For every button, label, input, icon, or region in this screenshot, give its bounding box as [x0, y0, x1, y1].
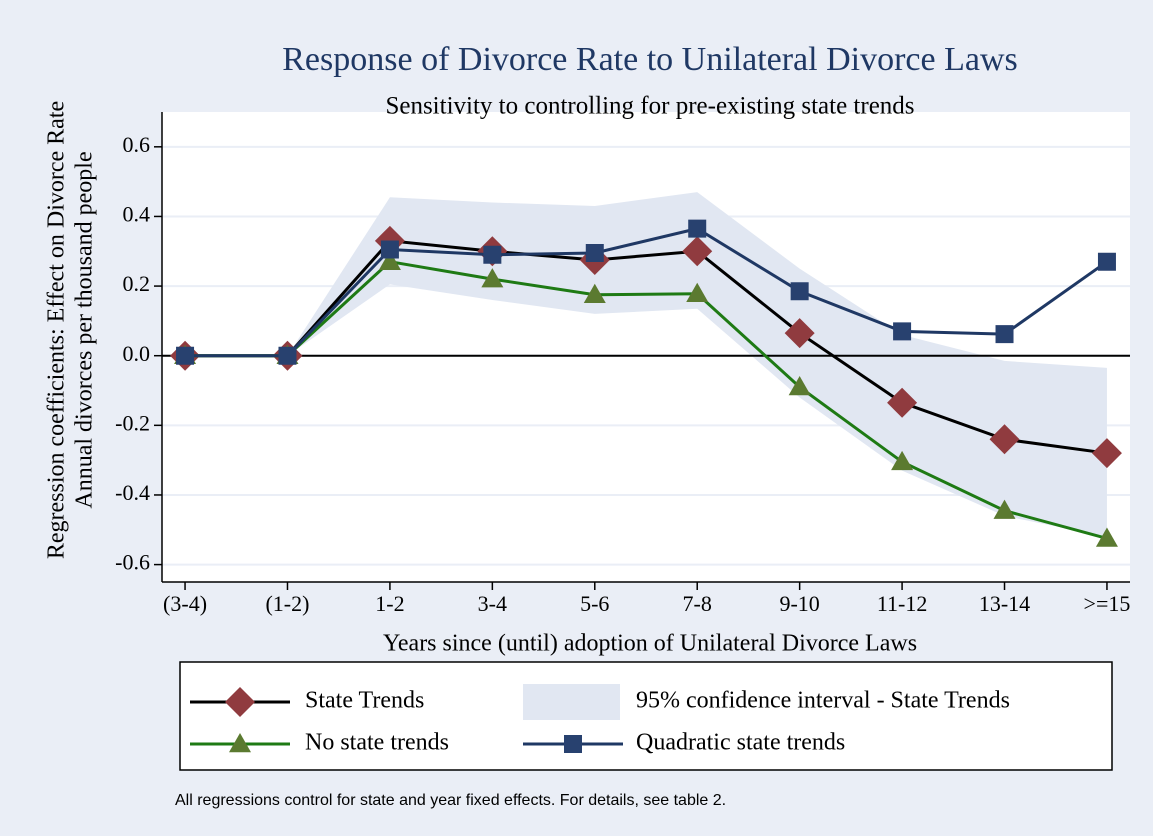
triangle-marker: [378, 250, 401, 270]
y-tick-label: -0.2: [115, 410, 150, 435]
square-marker: [688, 219, 707, 238]
square-marker: [1097, 252, 1116, 271]
y-axis-label: Regression coefficients: Effect on Divor…: [44, 101, 70, 559]
chart-subtitle: Sensitivity to controlling for pre-exist…: [385, 93, 914, 120]
square-marker: [380, 240, 399, 259]
legend-label: 95% confidence interval - State Trends: [636, 688, 1010, 714]
triangle-marker: [891, 450, 914, 471]
x-tick-label: 5-6: [580, 591, 609, 616]
legend-box: [179, 661, 1113, 771]
diamond-marker: [225, 687, 255, 717]
triangle-marker: [481, 268, 504, 288]
x-tick-label: 3-4: [478, 591, 507, 616]
triangle-marker: [788, 376, 811, 396]
triangle-marker: [1095, 527, 1118, 547]
square-marker: [483, 245, 502, 264]
square-marker: [564, 735, 582, 753]
square-marker: [790, 282, 809, 301]
series-line: [185, 260, 1108, 540]
x-tick-label: (3-4): [163, 591, 207, 616]
x-tick-label: 9-10: [779, 591, 819, 616]
square-marker: [176, 346, 195, 365]
legend-label: Quadratic state trends: [636, 730, 845, 756]
x-tick-label: 1-2: [375, 591, 404, 616]
triangle-marker: [583, 283, 606, 304]
chart-title: Response of Divorce Rate to Unilateral D…: [282, 41, 1017, 78]
x-tick-label: (1-2): [265, 591, 309, 616]
series-line: [185, 239, 1108, 455]
diamond-marker: [989, 424, 1020, 455]
legend-label: No state trends: [305, 730, 449, 756]
x-tick-label: >=15: [1084, 591, 1131, 616]
diamond-marker: [784, 318, 815, 349]
square-marker: [585, 244, 604, 262]
diamond-marker: [682, 236, 713, 267]
x-axis-label: Years since (until) adoption of Unilater…: [383, 631, 917, 657]
y-tick-label: 0.6: [123, 132, 151, 157]
y-tick-label: -0.4: [115, 480, 150, 505]
legend-swatch: [523, 684, 620, 720]
plot-area: [162, 112, 1130, 582]
x-tick-label: 13-14: [979, 591, 1030, 616]
triangle-marker: [686, 282, 709, 302]
x-tick-label: 7-8: [683, 591, 712, 616]
y-tick-label: 0.0: [123, 341, 151, 366]
y-axis-label: Annual divorces per thousand people: [72, 151, 98, 508]
square-marker: [893, 322, 912, 341]
series-line: [185, 227, 1108, 358]
square-marker: [278, 346, 297, 365]
legend-label: State Trends: [305, 688, 424, 714]
diamond-marker: [1091, 438, 1122, 469]
diamond-marker: [887, 387, 918, 418]
triangle-marker: [229, 733, 251, 753]
note: All regressions control for state and ye…: [175, 792, 726, 809]
y-tick-label: 0.2: [123, 271, 151, 296]
square-marker: [995, 325, 1014, 344]
x-tick-label: 11-12: [877, 591, 928, 616]
confidence-band: [185, 192, 1107, 537]
y-tick-label: -0.6: [115, 550, 150, 575]
triangle-marker: [993, 499, 1016, 519]
y-tick-label: 0.4: [123, 201, 151, 226]
